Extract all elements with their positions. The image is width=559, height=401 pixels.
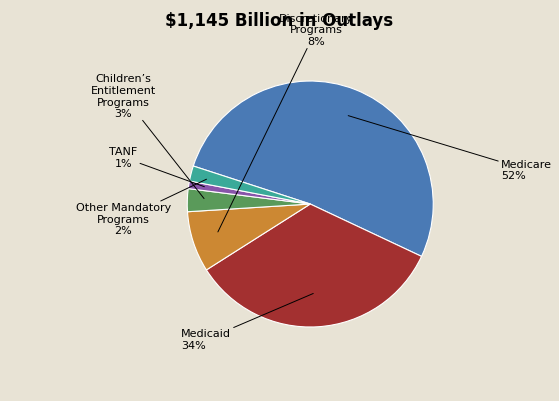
Wedge shape bbox=[187, 205, 310, 270]
Text: Discretionary
Programs
8%: Discretionary Programs 8% bbox=[218, 14, 353, 232]
Text: $1,145 Billion in Outlays: $1,145 Billion in Outlays bbox=[165, 12, 394, 30]
Text: Other Mandatory
Programs
2%: Other Mandatory Programs 2% bbox=[75, 180, 206, 236]
Text: TANF
1%: TANF 1% bbox=[109, 147, 205, 187]
Wedge shape bbox=[190, 166, 310, 205]
Wedge shape bbox=[193, 82, 433, 257]
Wedge shape bbox=[187, 189, 310, 212]
Wedge shape bbox=[188, 182, 310, 205]
Text: Children’s
Entitlement
Programs
3%: Children’s Entitlement Programs 3% bbox=[91, 74, 204, 199]
Wedge shape bbox=[206, 205, 421, 327]
Text: Medicare
52%: Medicare 52% bbox=[348, 116, 552, 181]
Text: Medicaid
34%: Medicaid 34% bbox=[181, 294, 313, 350]
